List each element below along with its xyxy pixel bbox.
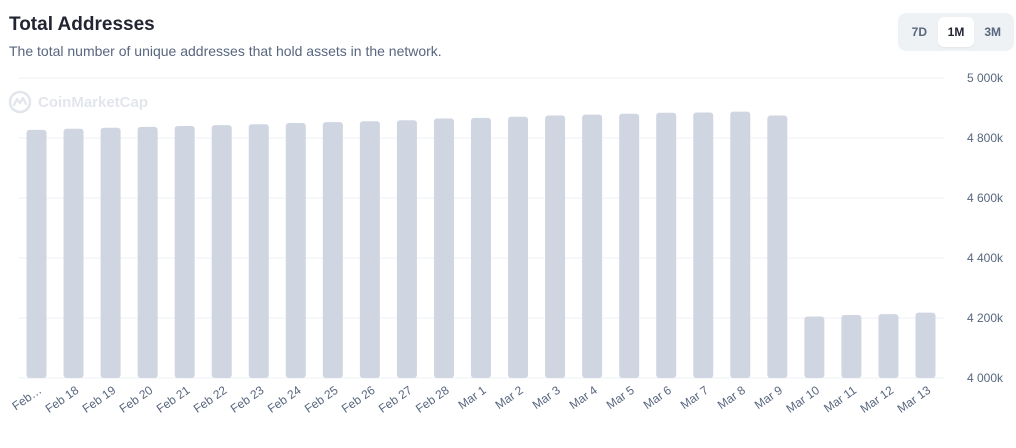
bar[interactable] — [804, 316, 825, 379]
x-tick-label: Feb 28 — [413, 383, 452, 416]
range-7d-button[interactable]: 7D — [901, 17, 938, 47]
x-tick-label: Feb… — [9, 383, 44, 413]
bar[interactable] — [248, 124, 269, 378]
bar[interactable] — [841, 315, 862, 378]
chart-subtitle: The total number of unique addresses tha… — [9, 43, 442, 59]
x-tick-label: Feb 24 — [265, 383, 304, 416]
bar[interactable] — [508, 116, 529, 378]
x-tick-label: Feb 26 — [339, 383, 378, 416]
x-tick-label: Feb 23 — [228, 383, 267, 416]
bar[interactable] — [433, 118, 454, 379]
bar[interactable] — [545, 115, 566, 379]
x-tick-label: Mar 6 — [641, 383, 674, 412]
x-tick-label: Mar 4 — [567, 383, 600, 412]
bar[interactable] — [26, 129, 47, 378]
bar[interactable] — [137, 126, 158, 379]
x-tick-label: Feb 19 — [80, 383, 119, 416]
x-tick-label: Mar 8 — [715, 383, 748, 412]
x-tick-label: Mar 13 — [895, 383, 934, 416]
x-tick-label: Mar 5 — [604, 383, 637, 412]
bar[interactable] — [582, 114, 603, 378]
y-tick-label: 4 400k — [967, 251, 1004, 265]
bar[interactable] — [619, 113, 640, 378]
range-1m-button[interactable]: 1M — [937, 17, 975, 47]
bar[interactable] — [656, 112, 677, 379]
bar[interactable] — [878, 314, 899, 378]
bar[interactable] — [100, 127, 121, 378]
watermark-text: CoinMarketCap — [38, 93, 149, 111]
bar[interactable] — [322, 122, 343, 378]
x-tick-label: Mar 2 — [493, 383, 526, 412]
x-tick-label: Mar 12 — [858, 383, 897, 416]
x-tick-label: Mar 10 — [783, 383, 822, 416]
coinmarketcap-logo-icon — [8, 90, 32, 114]
bar[interactable] — [915, 312, 936, 378]
time-range-selector: 7D 1M 3M — [898, 13, 1014, 51]
x-tick-label: Feb 21 — [154, 383, 193, 416]
bar[interactable] — [285, 123, 306, 378]
bar[interactable] — [211, 125, 232, 378]
bar[interactable] — [359, 121, 380, 378]
x-tick-label: Feb 27 — [376, 383, 415, 416]
y-tick-label: 4 200k — [967, 311, 1004, 325]
bar[interactable] — [730, 111, 751, 378]
y-tick-label: 4 800k — [967, 131, 1004, 145]
bar[interactable] — [693, 112, 714, 379]
x-tick-label: Feb 18 — [43, 383, 82, 416]
x-tick-label: Mar 3 — [530, 383, 563, 412]
x-tick-label: Mar 9 — [752, 383, 785, 412]
x-tick-label: Mar 11 — [821, 383, 859, 416]
y-tick-label: 5 000k — [967, 71, 1004, 85]
chart-title: Total Addresses — [9, 14, 155, 35]
x-tick-label: Mar 1 — [456, 383, 489, 412]
x-tick-label: Feb 25 — [302, 383, 341, 416]
y-tick-label: 4 600k — [967, 191, 1004, 205]
range-3m-button[interactable]: 3M — [974, 17, 1011, 47]
bar[interactable] — [396, 120, 417, 379]
y-tick-label: 4 000k — [967, 371, 1004, 385]
bar[interactable] — [174, 126, 195, 378]
x-tick-label: Mar 7 — [678, 383, 711, 412]
bar[interactable] — [471, 117, 491, 379]
x-tick-label: Feb 22 — [191, 383, 230, 416]
bar[interactable] — [63, 128, 84, 378]
coinmarketcap-watermark: CoinMarketCap — [8, 90, 148, 114]
bar[interactable] — [767, 115, 788, 379]
x-tick-label: Feb 20 — [117, 383, 156, 416]
